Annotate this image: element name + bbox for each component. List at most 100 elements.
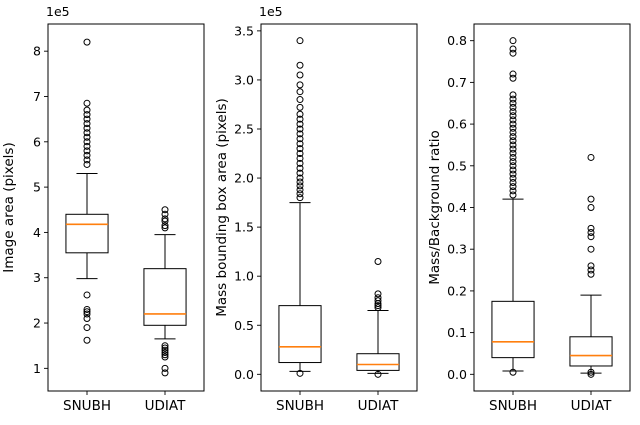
x-tick-label: UDIAT bbox=[145, 398, 186, 414]
outlier-point bbox=[509, 166, 517, 174]
outlier-point bbox=[161, 364, 169, 372]
outlier-point bbox=[83, 99, 91, 107]
outlier-point bbox=[296, 103, 304, 111]
chart-mass-bounding-box-area: 0.0 0.5 1.0 1.5 2.0 2.5 3.0 3.5 1e5 Mass bounding… bbox=[213, 0, 426, 425]
outlier-point bbox=[509, 133, 517, 141]
outlier-point bbox=[374, 300, 382, 308]
axis-offset-label: 1e5 bbox=[46, 4, 70, 19]
outlier-point bbox=[374, 370, 382, 378]
outlier-point bbox=[587, 262, 595, 270]
iqr-box bbox=[143, 268, 187, 326]
outlier-point bbox=[83, 151, 91, 159]
y-tick-label: 3 bbox=[33, 270, 41, 285]
outlier-point bbox=[509, 70, 517, 78]
outlier-point bbox=[509, 45, 517, 53]
outlier-point bbox=[296, 71, 304, 79]
outlier-point bbox=[83, 106, 91, 114]
outlier-point bbox=[161, 351, 169, 359]
y-tick-label: 2.5 bbox=[234, 121, 254, 136]
outlier-point bbox=[509, 128, 517, 136]
outlier-point bbox=[83, 160, 91, 168]
outlier-point bbox=[587, 266, 595, 274]
outlier-point bbox=[509, 162, 517, 170]
outlier-point bbox=[296, 159, 304, 167]
outlier-point bbox=[374, 257, 382, 265]
y-tick-label: 0.5 bbox=[447, 158, 467, 173]
outlier-point bbox=[83, 129, 91, 137]
outlier-point bbox=[509, 108, 517, 116]
outlier-point bbox=[587, 224, 595, 232]
x-tick-label: UDIAT bbox=[571, 398, 612, 414]
outlier-point bbox=[83, 291, 91, 299]
x-tick-label: UDIAT bbox=[358, 398, 399, 414]
outlier-point bbox=[587, 204, 595, 211]
outlier-point bbox=[587, 153, 595, 161]
outlier-point bbox=[83, 120, 91, 128]
iqr-box bbox=[356, 353, 400, 371]
outlier-point bbox=[83, 336, 91, 344]
outlier-point bbox=[296, 115, 304, 123]
outlier-point bbox=[161, 224, 169, 232]
outlier-point bbox=[161, 210, 169, 218]
outlier-point bbox=[374, 297, 382, 305]
y-tick-label: 7 bbox=[33, 89, 41, 104]
outlier-point bbox=[587, 370, 595, 378]
outlier-point bbox=[296, 125, 304, 133]
axes-frame bbox=[260, 23, 418, 392]
outlier-point bbox=[509, 170, 517, 178]
outlier-point bbox=[296, 169, 304, 177]
outlier-point bbox=[83, 156, 91, 164]
x-tick-label: SNUBH bbox=[489, 398, 537, 414]
outlier-point bbox=[83, 115, 91, 123]
outlier-point bbox=[161, 206, 169, 214]
outlier-point bbox=[296, 178, 304, 186]
boxplot-svg: 1 2 3 4 5 6 7 8 1e5 Image area (pixels) SNUBH UDIAT bbox=[1, 4, 205, 414]
y-tick-label: 1.0 bbox=[234, 269, 254, 284]
outlier-point bbox=[296, 194, 304, 202]
outlier-point bbox=[161, 215, 169, 223]
outlier-point bbox=[509, 91, 517, 99]
outlier-point bbox=[587, 368, 595, 376]
outlier-point bbox=[509, 37, 517, 45]
y-tick-label: 0.0 bbox=[234, 367, 254, 382]
iqr-box bbox=[65, 213, 109, 254]
iqr-box bbox=[491, 300, 535, 359]
outlier-point bbox=[83, 133, 91, 141]
y-axis-label: Mass bounding box area (pixels) bbox=[214, 98, 230, 317]
y-tick-label: 0.6 bbox=[447, 117, 467, 132]
y-tick-label: 0.1 bbox=[447, 325, 467, 340]
outlier-point bbox=[296, 130, 304, 138]
outlier-point bbox=[83, 138, 91, 146]
iqr-box bbox=[569, 336, 613, 367]
iqr-box bbox=[278, 305, 322, 364]
outlier-point bbox=[509, 178, 517, 186]
outlier-point bbox=[509, 49, 517, 57]
boxplot-svg: 0.0 0.1 0.2 0.3 0.4 0.5 0.6 0.7 0.8 Mass/Backgrou… bbox=[427, 23, 631, 414]
outlier-point bbox=[83, 315, 91, 323]
outlier-point bbox=[509, 112, 517, 120]
x-tick-label: SNUBH bbox=[276, 398, 324, 414]
outlier-point bbox=[161, 369, 169, 377]
outlier-point bbox=[587, 270, 595, 278]
outlier-point bbox=[296, 150, 304, 158]
outlier-point bbox=[587, 245, 595, 253]
y-tick-label: 5 bbox=[33, 180, 41, 195]
y-tick-label: 0.7 bbox=[447, 75, 467, 90]
outlier-point bbox=[83, 111, 91, 119]
outlier-point bbox=[296, 37, 304, 45]
outlier-point bbox=[83, 324, 91, 332]
outlier-point bbox=[296, 369, 304, 377]
x-tick-label: SNUBH bbox=[63, 398, 111, 414]
outlier-point bbox=[296, 135, 304, 143]
outlier-point bbox=[509, 103, 517, 111]
outlier-point bbox=[509, 187, 517, 195]
outlier-point bbox=[509, 74, 517, 82]
y-tick-label: 4 bbox=[33, 225, 41, 240]
outlier-point bbox=[509, 149, 517, 157]
outlier-point bbox=[374, 302, 382, 310]
y-tick-label: 8 bbox=[33, 44, 41, 59]
outlier-point bbox=[296, 145, 304, 153]
outlier-point bbox=[83, 142, 91, 150]
outlier-point bbox=[161, 222, 169, 230]
